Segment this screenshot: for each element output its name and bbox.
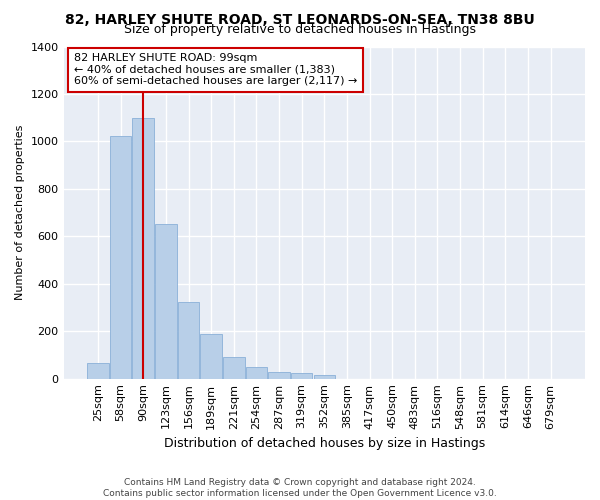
Text: Size of property relative to detached houses in Hastings: Size of property relative to detached ho…: [124, 22, 476, 36]
Bar: [178, 302, 199, 378]
Bar: [155, 224, 176, 378]
Bar: [110, 136, 131, 378]
Bar: [133, 118, 154, 378]
Bar: [87, 364, 109, 378]
Bar: [245, 368, 267, 378]
Text: 82, HARLEY SHUTE ROAD, ST LEONARDS-ON-SEA, TN38 8BU: 82, HARLEY SHUTE ROAD, ST LEONARDS-ON-SE…: [65, 12, 535, 26]
Text: Contains HM Land Registry data © Crown copyright and database right 2024.
Contai: Contains HM Land Registry data © Crown c…: [103, 478, 497, 498]
Bar: [223, 358, 245, 378]
Bar: [291, 374, 313, 378]
Bar: [314, 375, 335, 378]
Bar: [200, 334, 222, 378]
Text: 82 HARLEY SHUTE ROAD: 99sqm
← 40% of detached houses are smaller (1,383)
60% of : 82 HARLEY SHUTE ROAD: 99sqm ← 40% of det…: [74, 53, 358, 86]
X-axis label: Distribution of detached houses by size in Hastings: Distribution of detached houses by size …: [164, 437, 485, 450]
Y-axis label: Number of detached properties: Number of detached properties: [15, 125, 25, 300]
Bar: [268, 372, 290, 378]
